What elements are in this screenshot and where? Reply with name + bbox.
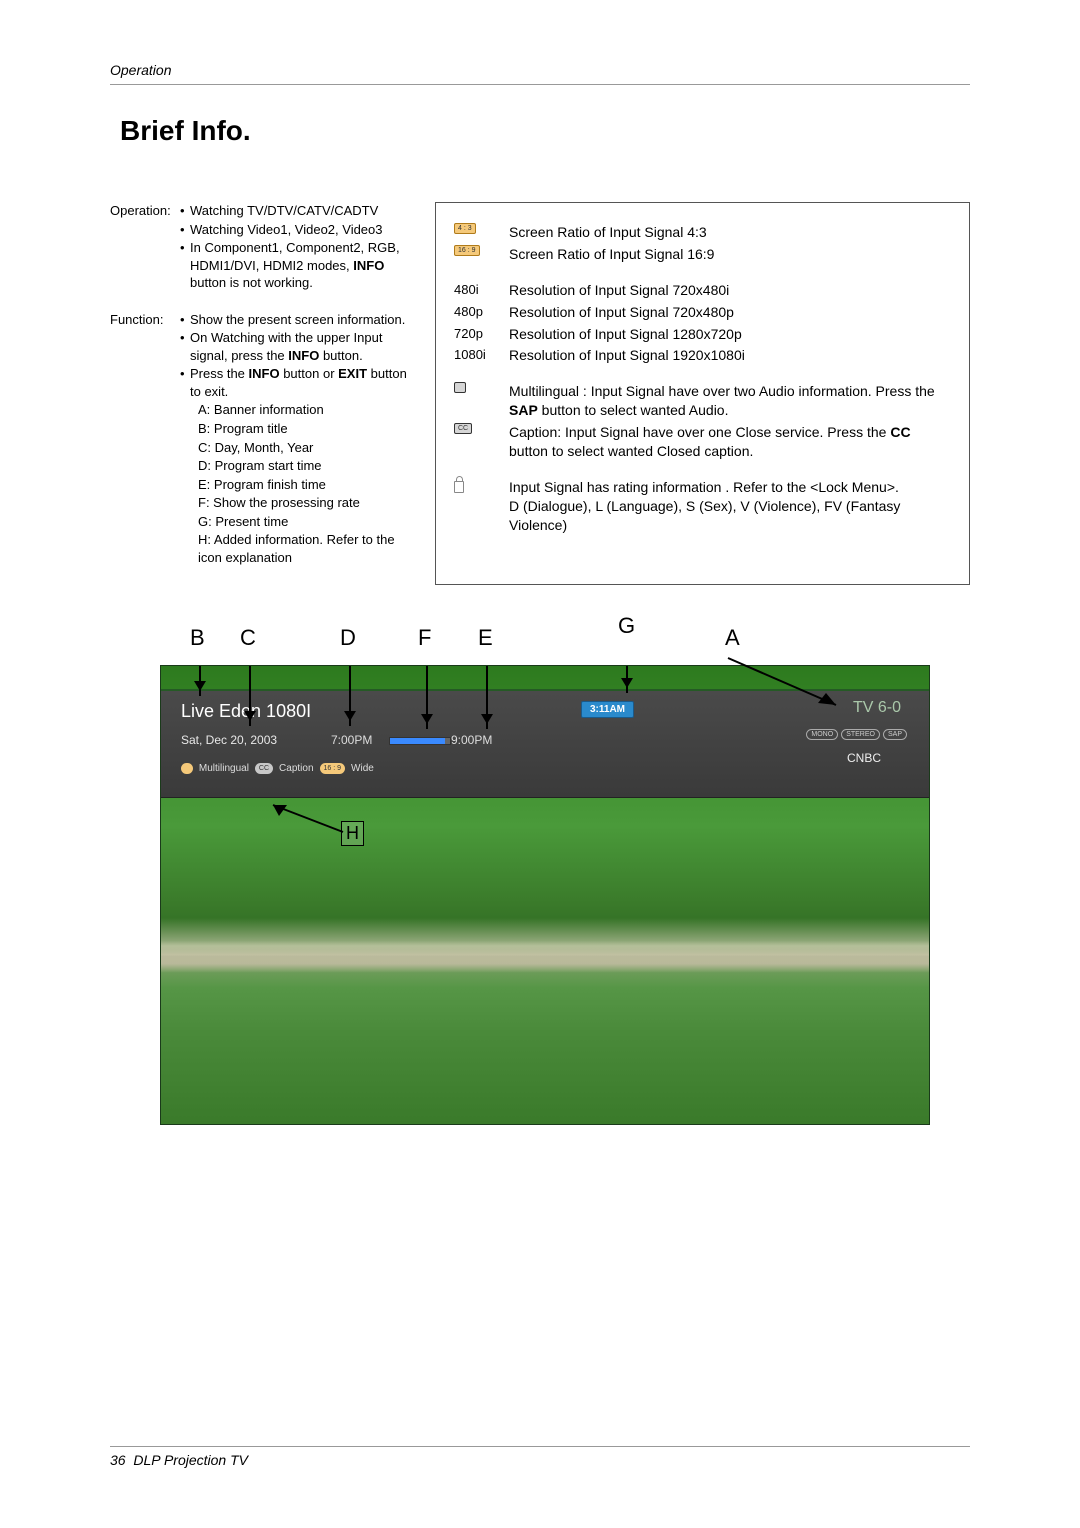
arrow-f bbox=[426, 665, 428, 729]
progress-bar bbox=[389, 737, 451, 745]
fn-item: B: Program title bbox=[180, 420, 415, 438]
op-item: Watching TV/DTV/CATV/CADTV bbox=[180, 202, 415, 220]
fn-item: F: Show the prosessing rate bbox=[180, 494, 415, 512]
wide-label: Wide bbox=[351, 763, 374, 774]
label-g: G bbox=[618, 613, 635, 639]
res-480p-text: Resolution of Input Signal 720x480p bbox=[509, 303, 951, 322]
page-footer: 36 DLP Projection TV bbox=[110, 1446, 970, 1468]
multilingual-text: Multilingual : Input Signal have over tw… bbox=[509, 382, 951, 420]
fn-item: A: Banner information bbox=[180, 401, 415, 419]
section-label: Operation bbox=[110, 62, 970, 78]
page-title: Brief Info. bbox=[110, 115, 970, 147]
start-time: 7:00PM bbox=[331, 733, 372, 747]
network: CNBC bbox=[847, 751, 881, 765]
icon-row: Multilingual CC Caption 16 : 9 Wide bbox=[181, 763, 374, 774]
multilingual-icon bbox=[454, 382, 466, 393]
ratio-169-text: Screen Ratio of Input Signal 16:9 bbox=[509, 245, 951, 264]
mode-sap: SAP bbox=[883, 729, 907, 740]
operation-label: Operation: bbox=[110, 202, 180, 293]
res-1080i-label: 1080i bbox=[454, 346, 509, 365]
res-1080i-text: Resolution of Input Signal 1920x1080i bbox=[509, 346, 951, 365]
end-time: 9:00PM bbox=[451, 733, 492, 747]
tv-illustration: B C D F E G A Live Eden 1080I Sat, Dec 2… bbox=[110, 665, 970, 1125]
mode-mono: MONO bbox=[806, 729, 838, 740]
ratio-43-icon: 4 : 3 bbox=[454, 223, 476, 234]
fn-item: H: Added information. Refer to the icon … bbox=[180, 531, 415, 566]
fn-item: C: Day, Month, Year bbox=[180, 439, 415, 457]
header-rule bbox=[110, 84, 970, 85]
fn-item: E: Program finish time bbox=[180, 476, 415, 494]
label-a: A bbox=[725, 625, 740, 651]
res-480p-label: 480p bbox=[454, 303, 509, 322]
fn-intro: Show the present screen information. bbox=[180, 311, 415, 329]
lock-line2: D (Dialogue), L (Language), S (Sex), V (… bbox=[509, 498, 900, 533]
program-date: Sat, Dec 20, 2003 bbox=[181, 733, 277, 747]
channel: TV 6-0 bbox=[853, 699, 901, 717]
label-c: C bbox=[240, 625, 256, 651]
function-label: Function: bbox=[110, 311, 180, 568]
ratio-43-text: Screen Ratio of Input Signal 4:3 bbox=[509, 223, 951, 242]
info-box: 4 : 3 Screen Ratio of Input Signal 4:3 1… bbox=[435, 202, 970, 585]
fn-item: On Watching with the upper Input signal,… bbox=[180, 329, 415, 364]
product-name: DLP Projection TV bbox=[133, 1452, 248, 1468]
cc-pill-icon: CC bbox=[255, 763, 273, 774]
label-b: B bbox=[190, 625, 205, 651]
arrow-h bbox=[265, 800, 355, 840]
ml-label: Multilingual bbox=[199, 763, 249, 774]
arrow-b bbox=[199, 665, 201, 696]
res-480i-label: 480i bbox=[454, 281, 509, 300]
wide-pill-icon: 16 : 9 bbox=[320, 763, 346, 774]
label-f: F bbox=[418, 625, 431, 651]
cc-label: Caption bbox=[279, 763, 313, 774]
current-time: 3:11AM bbox=[581, 701, 634, 718]
ml-pill-icon bbox=[181, 763, 193, 774]
lock-icon bbox=[454, 481, 464, 493]
page-number: 36 bbox=[110, 1452, 126, 1468]
tv-screen: Live Eden 1080I Sat, Dec 20, 2003 7:00PM… bbox=[160, 665, 930, 1125]
fn-item: Press the INFO button or EXIT button to … bbox=[180, 365, 415, 400]
lock-text: Input Signal has rating information . Re… bbox=[509, 478, 951, 535]
arrow-c bbox=[249, 665, 251, 726]
res-720p-label: 720p bbox=[454, 325, 509, 344]
label-d: D bbox=[340, 625, 356, 651]
arrow-a bbox=[718, 653, 858, 713]
arrow-e bbox=[486, 665, 488, 729]
ratio-169-icon: 16 : 9 bbox=[454, 245, 480, 256]
op-item: Watching Video1, Video2, Video3 bbox=[180, 221, 415, 239]
left-column: Operation: Watching TV/DTV/CATV/CADTV Wa… bbox=[110, 202, 415, 585]
arrow-g bbox=[626, 665, 628, 693]
mode-stereo: STEREO bbox=[841, 729, 880, 740]
caption-icon: CC bbox=[454, 423, 472, 434]
fn-item: G: Present time bbox=[180, 513, 415, 531]
label-e: E bbox=[478, 625, 493, 651]
res-480i-text: Resolution of Input Signal 720x480i bbox=[509, 281, 951, 300]
fn-item: D: Program start time bbox=[180, 457, 415, 475]
op-item: In Component1, Component2, RGB, HDMI1/DV… bbox=[180, 239, 415, 292]
lock-line1: Input Signal has rating information . Re… bbox=[509, 479, 899, 495]
arrow-d bbox=[349, 665, 351, 726]
res-720p-text: Resolution of Input Signal 1280x720p bbox=[509, 325, 951, 344]
caption-text: Caption: Input Signal have over one Clos… bbox=[509, 423, 951, 461]
